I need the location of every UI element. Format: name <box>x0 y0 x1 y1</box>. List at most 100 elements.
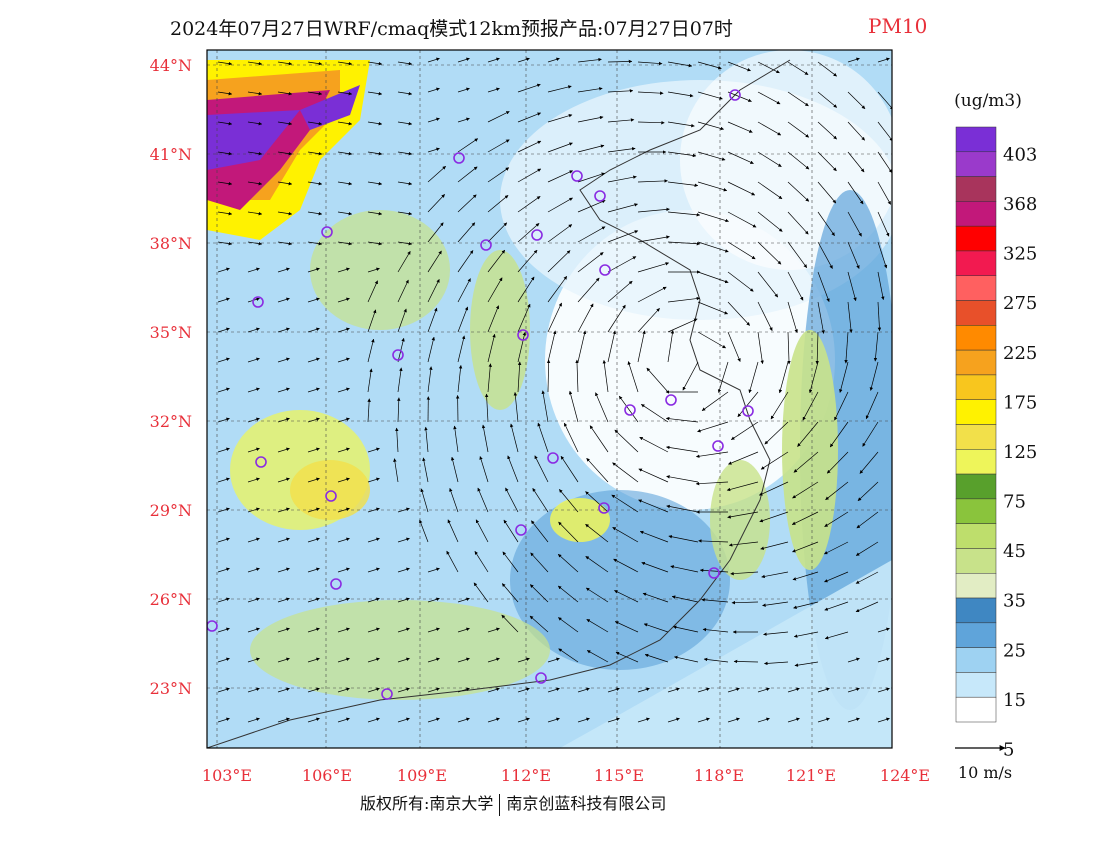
legend-color-box <box>955 696 997 723</box>
wind-vector <box>607 59 633 64</box>
wind-vector <box>529 584 549 603</box>
lon-label: 109°E <box>397 766 447 785</box>
wind-vector <box>847 151 865 173</box>
wind-vector <box>757 687 770 693</box>
wind-vector <box>627 361 639 393</box>
legend-color-box <box>955 325 997 351</box>
wind-vector <box>457 627 470 633</box>
wind-vector <box>817 271 830 303</box>
wind-vector <box>367 309 377 333</box>
wind-vector <box>792 541 819 553</box>
wind-vector <box>457 87 470 93</box>
wind-vector <box>793 451 819 473</box>
wind-vector <box>367 398 371 423</box>
wind-vector <box>877 271 885 301</box>
wind-vector <box>367 151 383 156</box>
wind-vector <box>595 392 609 423</box>
pollutant-label: PM10 <box>868 14 928 38</box>
wind-vector <box>547 224 573 243</box>
wind-vector <box>397 279 409 303</box>
legend-color-box <box>955 250 997 276</box>
legend-color-box <box>955 349 997 376</box>
wind-vector <box>337 537 350 543</box>
wind-vector <box>607 203 638 213</box>
legend-tick-label: 25 <box>1003 640 1026 661</box>
map-title: 2024年07月27日WRF/cmaq模式12km预报产品:07月27日07时 <box>170 18 733 40</box>
wind-vector <box>869 361 879 391</box>
wind-vector <box>427 597 440 603</box>
wind-vector <box>397 507 410 513</box>
wind-vector <box>397 597 410 603</box>
city-marker <box>381 688 393 700</box>
legend-color-box <box>955 548 997 574</box>
wind-vector <box>427 147 440 153</box>
wind-vector <box>585 523 609 543</box>
lat-label: 41°N <box>150 145 192 164</box>
wind-vector <box>834 391 849 421</box>
wind-vector <box>517 303 531 333</box>
wind-vector <box>877 121 892 142</box>
lon-label: 103°E <box>202 766 252 785</box>
wind-vector <box>787 211 809 235</box>
wind-vector <box>217 327 230 333</box>
legend-color-box <box>955 275 997 301</box>
wind-vector <box>397 181 413 186</box>
city-marker <box>712 440 724 452</box>
wind-vector <box>757 271 779 298</box>
city-marker <box>708 567 720 579</box>
wind-vector <box>307 687 320 693</box>
wind-vector <box>558 521 579 543</box>
wind-vector <box>637 207 670 213</box>
wind-vector <box>824 631 849 640</box>
wind-vector <box>667 121 695 128</box>
wind-vector <box>337 567 350 573</box>
wind-vector <box>727 687 740 693</box>
wind-vector <box>748 361 759 394</box>
wind-vector <box>307 717 320 723</box>
wind-vector <box>844 331 849 364</box>
wind-vector <box>865 391 879 420</box>
wind-vector <box>367 241 383 246</box>
wind-vector <box>703 657 729 663</box>
city-marker <box>599 264 611 276</box>
wind-vector <box>307 61 323 66</box>
wind-vector <box>481 424 489 453</box>
wind-vector <box>367 477 380 483</box>
wind-vector <box>397 397 401 423</box>
wind-vector <box>847 717 860 723</box>
wind-vector <box>395 427 399 453</box>
wind-vector <box>277 657 290 663</box>
wind-vector <box>427 57 440 63</box>
wind-vector <box>217 267 230 273</box>
wind-vector <box>517 361 522 393</box>
wind-vector <box>307 447 320 453</box>
wind-vector <box>457 657 470 663</box>
wind-vector <box>247 597 260 603</box>
wind-vector <box>277 567 290 573</box>
wind-vector <box>277 417 290 423</box>
wind-vector <box>575 359 579 393</box>
wind-vector <box>367 91 383 96</box>
fujian-coast-field <box>710 460 770 580</box>
legend-color-box <box>955 225 997 252</box>
legend-color-box <box>955 573 997 599</box>
wind-vector <box>337 241 353 246</box>
wind-vector <box>509 423 519 453</box>
wind-vector <box>825 481 849 501</box>
wind-vector <box>823 541 849 555</box>
wind-vector <box>487 277 503 303</box>
wind-vector <box>641 404 669 423</box>
wind-vector <box>367 368 373 393</box>
wind-vector <box>487 139 510 153</box>
wind-vector <box>638 499 669 513</box>
wind-vector <box>277 91 293 96</box>
wind-vector <box>847 211 862 237</box>
wind-vector <box>667 687 680 693</box>
city-marker <box>598 502 610 514</box>
wind-vector <box>824 571 849 583</box>
wind-vector <box>643 623 669 633</box>
wind-vector <box>877 151 892 173</box>
legend-color-box <box>955 374 997 400</box>
wind-vector <box>577 330 587 363</box>
